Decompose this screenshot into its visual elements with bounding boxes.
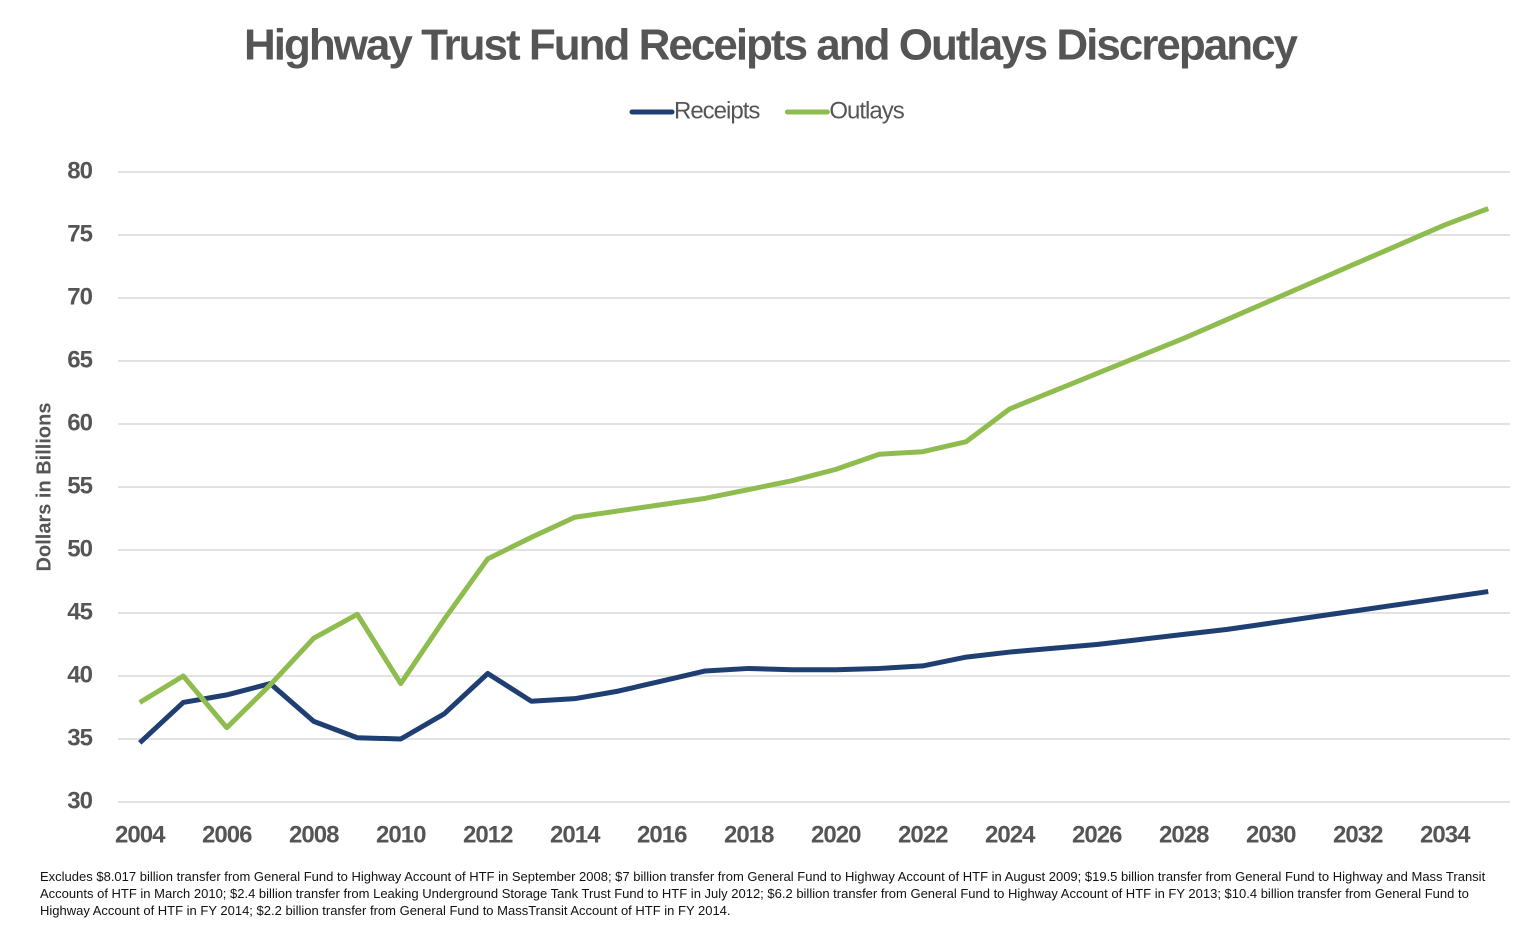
x-tick-label: 2018	[724, 821, 774, 848]
x-tick-label: 2024	[985, 821, 1036, 848]
x-tick-label: 2030	[1246, 821, 1296, 848]
x-tick-label: 2026	[1072, 821, 1122, 848]
legend-label: Receipts	[674, 97, 760, 124]
series-line	[138, 589, 1489, 745]
x-tick-label: 2020	[811, 821, 861, 848]
y-tick-label: 45	[67, 598, 92, 625]
y-tick-label: 35	[67, 724, 92, 751]
chart-title: Highway Trust Fund Receipts and Outlays …	[244, 21, 1299, 70]
y-tick-label: 55	[67, 472, 92, 499]
chart: Highway Trust Fund Receipts and Outlays …	[33, 21, 1510, 848]
y-tick-label: 75	[67, 220, 92, 247]
y-tick-label: 30	[67, 787, 92, 814]
x-tick-label: 2016	[637, 821, 687, 848]
x-tick-label: 2022	[898, 821, 948, 848]
y-tick-label: 80	[67, 157, 92, 184]
y-tick-label: 65	[67, 346, 92, 373]
x-tick-label: 2014	[550, 821, 601, 848]
y-axis-label: Dollars in Billions	[33, 403, 55, 572]
x-tick-label: 2034	[1420, 821, 1471, 848]
y-tick-label: 70	[67, 283, 92, 310]
series-line	[138, 206, 1490, 731]
x-tick-label: 2032	[1333, 821, 1383, 848]
x-tick-label: 2012	[463, 821, 513, 848]
y-tick-label: 60	[67, 409, 92, 436]
footnote: Excludes $8.017 billion transfer from Ge…	[40, 869, 1486, 918]
x-tick-label: 2028	[1159, 821, 1209, 848]
x-tick-label: 2004	[115, 821, 166, 848]
legend-label: Outlays	[829, 97, 904, 124]
x-tick-label: 2010	[376, 821, 426, 848]
x-tick-label: 2008	[289, 821, 339, 848]
y-tick-label: 50	[67, 535, 92, 562]
x-tick-label: 2006	[202, 821, 252, 848]
y-tick-label: 40	[67, 661, 92, 688]
